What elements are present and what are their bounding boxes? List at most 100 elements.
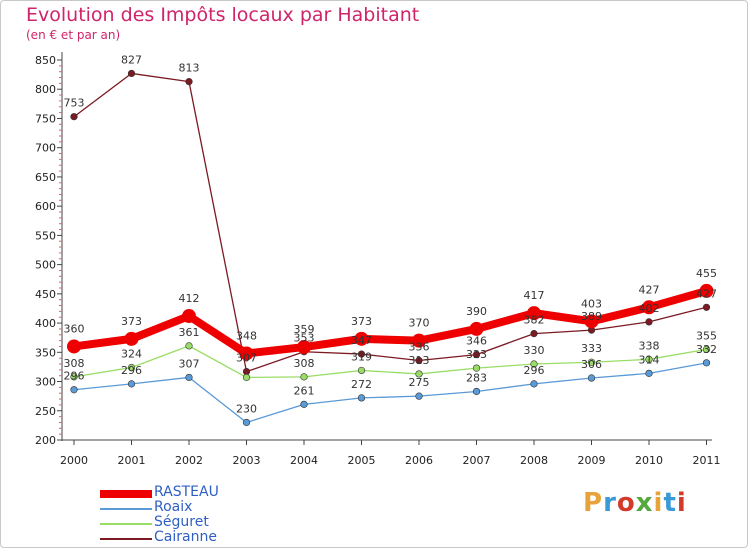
data-point-roaix <box>472 387 481 396</box>
logo-letter: t <box>663 488 677 518</box>
data-label: 338 <box>639 339 660 352</box>
y-tick-label: 750 <box>35 112 56 125</box>
data-label: 370 <box>409 317 430 330</box>
data-point-cairanne <box>472 351 481 359</box>
x-tick-label: 2005 <box>348 454 376 467</box>
data-point-cairanne <box>530 330 538 338</box>
data-point-séguret <box>127 363 136 372</box>
data-point-roaix <box>70 386 78 394</box>
data-label: 389 <box>581 310 602 323</box>
legend-label: Séguret <box>154 514 209 530</box>
data-point-rasteau <box>67 339 81 354</box>
data-label: 373 <box>351 315 372 328</box>
data-point-séguret <box>472 364 481 372</box>
x-tick-label: 2001 <box>118 454 146 467</box>
data-point-séguret <box>587 358 596 366</box>
data-point-cairanne <box>127 69 136 78</box>
data-label: 373 <box>121 315 142 328</box>
data-point-cairanne <box>702 303 711 311</box>
data-label: 427 <box>639 283 660 296</box>
x-tick-label: 2010 <box>635 454 663 467</box>
data-label: 306 <box>581 358 602 371</box>
data-label: 359 <box>294 323 315 336</box>
data-label: 261 <box>294 384 315 397</box>
y-tick-label: 450 <box>35 288 56 301</box>
logo-letter: i <box>653 488 664 518</box>
series-line-roaix <box>73 362 708 424</box>
x-tick-label: 2003 <box>233 454 261 467</box>
data-label: 330 <box>524 344 545 357</box>
data-label: 333 <box>581 342 602 355</box>
data-label: 308 <box>64 357 85 370</box>
data-point-cairanne <box>70 113 78 121</box>
data-point-séguret <box>300 373 308 381</box>
data-label: 283 <box>466 371 487 384</box>
data-point-séguret <box>357 366 366 375</box>
data-label: 361 <box>179 326 200 339</box>
data-point-cairanne <box>185 78 193 86</box>
y-tick-label: 350 <box>35 346 56 359</box>
data-label: 382 <box>524 314 545 327</box>
x-tick-label: 2008 <box>520 454 548 467</box>
y-tick-label: 650 <box>35 171 56 184</box>
series-line-rasteau <box>70 286 711 358</box>
data-point-roaix <box>300 400 308 408</box>
y-tick-label: 800 <box>35 83 56 96</box>
data-label: 348 <box>236 329 257 342</box>
data-point-rasteau <box>182 309 196 324</box>
data-label: 402 <box>639 302 660 315</box>
data-label: 353 <box>294 332 315 345</box>
data-label: 827 <box>121 53 142 66</box>
data-label: 753 <box>64 97 85 110</box>
data-point-rasteau <box>124 331 139 346</box>
data-point-séguret <box>530 360 538 368</box>
legend-label: Cairanne <box>154 529 217 545</box>
legend-swatch <box>100 490 152 498</box>
x-tick-label: 2007 <box>463 454 491 467</box>
data-label: 427 <box>696 287 717 300</box>
y-tick-label: 600 <box>35 200 56 213</box>
data-point-cairanne <box>357 350 366 358</box>
data-label: 319 <box>351 350 372 363</box>
data-point-rasteau <box>527 306 541 321</box>
data-label: 390 <box>466 305 487 318</box>
x-tick-label: 2009 <box>578 454 606 467</box>
data-point-roaix <box>242 418 251 427</box>
legend-swatch <box>100 523 152 525</box>
data-point-roaix <box>587 374 596 382</box>
logo-letter: i <box>676 488 687 518</box>
x-tick-label: 2011 <box>693 454 721 467</box>
data-label: 403 <box>581 297 602 310</box>
data-point-rasteau <box>412 333 426 348</box>
data-label: 296 <box>524 364 545 377</box>
axes: 200 250 300 350 400 450 500 550 600 650 700 750 800 8… <box>35 52 721 467</box>
data-label: 296 <box>121 364 142 377</box>
data-label: 307 <box>179 357 200 370</box>
data-label: 230 <box>236 402 257 415</box>
y-tick-label: 400 <box>35 317 56 330</box>
data-label-layer: 753 827 813 307 353 347 336 346 382 389 402 427 308 3… <box>64 53 718 415</box>
legend-label: RASTEAU <box>154 484 219 500</box>
data-point-rasteau <box>354 331 369 346</box>
data-point-rasteau <box>584 314 599 329</box>
data-point-séguret <box>242 373 251 382</box>
legend-swatch <box>100 538 152 540</box>
data-point-roaix <box>530 380 538 388</box>
data-point-rasteau <box>469 321 484 336</box>
data-label: 355 <box>696 329 717 342</box>
data-point-séguret <box>185 342 193 350</box>
data-point-rasteau <box>699 283 714 298</box>
data-label: 323 <box>466 348 487 361</box>
data-label: 346 <box>466 335 487 348</box>
data-label: 332 <box>696 343 717 356</box>
data-label: 347 <box>351 334 372 347</box>
data-label: 313 <box>409 354 430 367</box>
data-point-séguret <box>645 355 653 363</box>
data-label: 813 <box>179 62 200 75</box>
legend-label: Roaix <box>154 499 193 515</box>
series-line-séguret <box>73 345 708 379</box>
logo-letter: r <box>603 488 617 518</box>
data-point-cairanne <box>645 318 653 326</box>
